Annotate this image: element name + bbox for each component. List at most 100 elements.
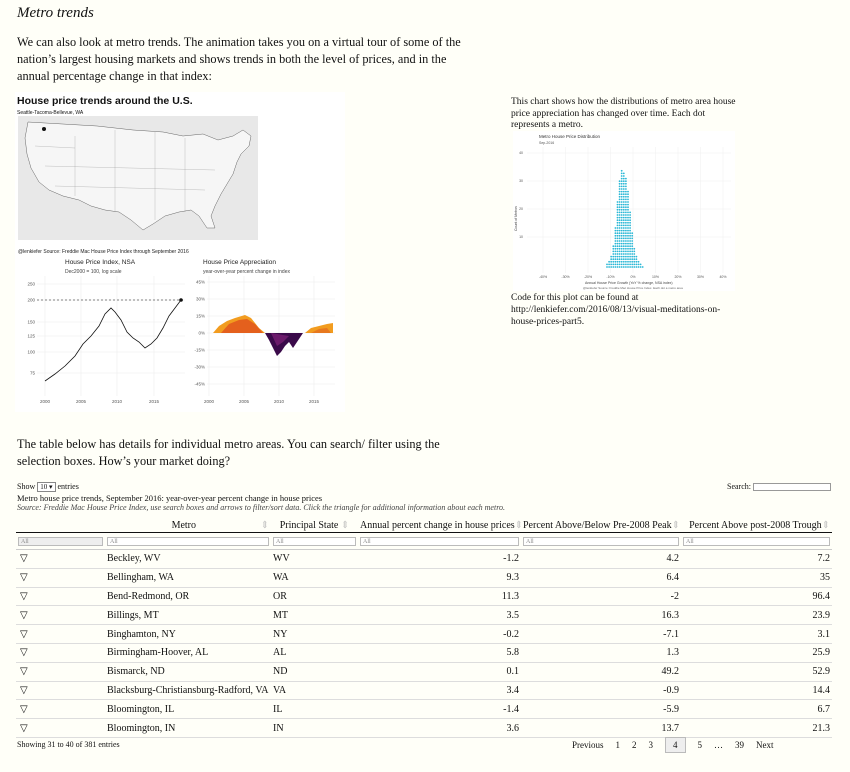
metro-dot bbox=[627, 260, 629, 263]
hpa-ytick: 0% bbox=[198, 331, 205, 336]
metro-dot bbox=[616, 258, 619, 261]
metro-dot bbox=[629, 234, 631, 237]
metro-dot bbox=[618, 206, 621, 209]
metro-dot bbox=[616, 206, 619, 209]
metro-dot bbox=[625, 260, 627, 263]
hpi-ytick: 250 bbox=[27, 282, 35, 287]
metro-dot bbox=[610, 258, 613, 261]
metro-dot bbox=[625, 242, 627, 245]
metro-dot bbox=[620, 266, 623, 268]
expand-triangle-icon[interactable]: ▽ bbox=[20, 647, 28, 659]
metro-dot bbox=[627, 234, 629, 237]
table-intro: The table below has details for individu… bbox=[17, 437, 440, 468]
metro-dot bbox=[631, 232, 634, 235]
metro-dot bbox=[612, 266, 615, 268]
metro-dot bbox=[633, 247, 636, 250]
metro-dot bbox=[629, 266, 631, 268]
expand-triangle-icon[interactable]: ▽ bbox=[20, 553, 28, 565]
metro-dot bbox=[627, 201, 629, 203]
code-link-text[interactable]: Code for this plot can be found at http:… bbox=[511, 293, 721, 327]
page-button[interactable]: 1 bbox=[615, 740, 621, 750]
metro-dot bbox=[625, 182, 627, 185]
metro-dot bbox=[627, 221, 629, 224]
page-button: … bbox=[714, 740, 723, 750]
metro-dot bbox=[629, 216, 631, 219]
state-cell: IL bbox=[271, 699, 358, 720]
metro-dot bbox=[637, 263, 640, 266]
metro-dot bbox=[612, 258, 615, 261]
filter-metro[interactable]: All bbox=[107, 536, 269, 546]
entries-select[interactable]: 10 ▾ bbox=[37, 482, 56, 493]
page-button[interactable]: 5 bbox=[697, 740, 703, 750]
expand-triangle-icon[interactable]: ▽ bbox=[20, 609, 28, 621]
metro-dot bbox=[618, 219, 621, 222]
metro-dot bbox=[635, 263, 638, 266]
col-header-trough[interactable]: Percent Above post-2008 Trough⇕ bbox=[681, 518, 832, 533]
metro-dot bbox=[629, 242, 631, 245]
metro-dot bbox=[622, 190, 625, 193]
hpa-subtitle: year-over-year percent change in index bbox=[203, 269, 290, 275]
metro-dot bbox=[614, 232, 617, 235]
expand-triangle-icon[interactable]: ▽ bbox=[20, 628, 28, 640]
page-button[interactable]: 4 bbox=[665, 737, 686, 753]
sort-icon: ⇕ bbox=[671, 519, 680, 531]
metro-dot bbox=[616, 266, 619, 268]
metro-dot bbox=[631, 242, 634, 245]
metro-dot bbox=[622, 177, 625, 180]
animation-graphic: @lenkiefer Source: Freddie Mac House Pri… bbox=[18, 116, 335, 404]
metro-dot bbox=[614, 227, 617, 229]
metro-dot bbox=[627, 250, 629, 253]
metro-dot bbox=[616, 216, 619, 219]
search-input[interactable] bbox=[753, 483, 831, 492]
col-header-annual-change[interactable]: Annual percent change in house prices⇕ bbox=[358, 518, 521, 533]
previous-button[interactable]: Previous bbox=[572, 740, 604, 750]
metro-dot bbox=[635, 258, 638, 261]
metro-dot bbox=[625, 250, 627, 253]
col-header-peak[interactable]: Percent Above/Below Pre-2008 Peak⇕ bbox=[521, 518, 681, 533]
table-row: ▽ Bloomington, IN IN 3.6 13.7 21.3 bbox=[16, 718, 832, 738]
expand-triangle-icon[interactable]: ▽ bbox=[20, 666, 28, 678]
page-button[interactable]: 3 bbox=[648, 740, 654, 750]
metro-dot bbox=[629, 258, 631, 261]
metro-dot bbox=[633, 258, 636, 261]
col-header-metro[interactable]: Metro ⇕ bbox=[105, 518, 271, 533]
metro-dot bbox=[627, 190, 629, 193]
table-row: ▽ Billings, MT MT 3.5 16.3 23.9 bbox=[16, 605, 832, 626]
metro-dot bbox=[627, 227, 629, 229]
metro-dot bbox=[631, 258, 634, 261]
metro-dot bbox=[618, 250, 621, 253]
expand-triangle-icon[interactable]: ▽ bbox=[20, 703, 28, 715]
expand-triangle-icon[interactable]: ▽ bbox=[20, 684, 28, 696]
hpa-title: House Price Appreciation bbox=[203, 259, 276, 266]
page-button[interactable]: 39 bbox=[735, 740, 744, 750]
metro-dot bbox=[631, 260, 634, 263]
expand-triangle-icon[interactable]: ▽ bbox=[20, 722, 28, 734]
metro-dot bbox=[616, 232, 619, 235]
metro-dot bbox=[622, 203, 625, 206]
state-cell: VA bbox=[271, 681, 358, 701]
metro-dot bbox=[618, 247, 621, 250]
next-button[interactable]: Next bbox=[756, 740, 774, 750]
metro-dot bbox=[620, 198, 623, 201]
filter-expand[interactable]: All bbox=[18, 536, 103, 546]
peak-cell: 16.3 bbox=[521, 605, 681, 626]
metro-dot bbox=[625, 237, 627, 240]
hpi-xtick: 2005 bbox=[76, 399, 87, 404]
metro-dot bbox=[622, 232, 625, 235]
filter-peak[interactable]: All bbox=[523, 536, 679, 546]
metro-dot bbox=[627, 208, 629, 211]
metro-dot bbox=[625, 188, 627, 190]
metro-dot bbox=[618, 188, 621, 190]
filter-trough[interactable]: All bbox=[683, 536, 830, 546]
filter-annual-change[interactable]: All bbox=[360, 536, 519, 546]
page-button[interactable]: 2 bbox=[632, 740, 637, 750]
col-header-state[interactable]: Principal State ⇕ bbox=[271, 518, 358, 533]
expand-triangle-icon[interactable]: ▽ bbox=[20, 572, 28, 584]
metro-dot bbox=[614, 250, 617, 253]
expand-triangle-icon[interactable]: ▽ bbox=[20, 590, 28, 602]
metro-dot bbox=[614, 242, 617, 245]
state-cell: WV bbox=[271, 549, 358, 569]
sort-icon: ⇕ bbox=[515, 520, 521, 531]
metro-dot bbox=[637, 260, 640, 263]
filter-state[interactable]: All bbox=[273, 536, 356, 546]
